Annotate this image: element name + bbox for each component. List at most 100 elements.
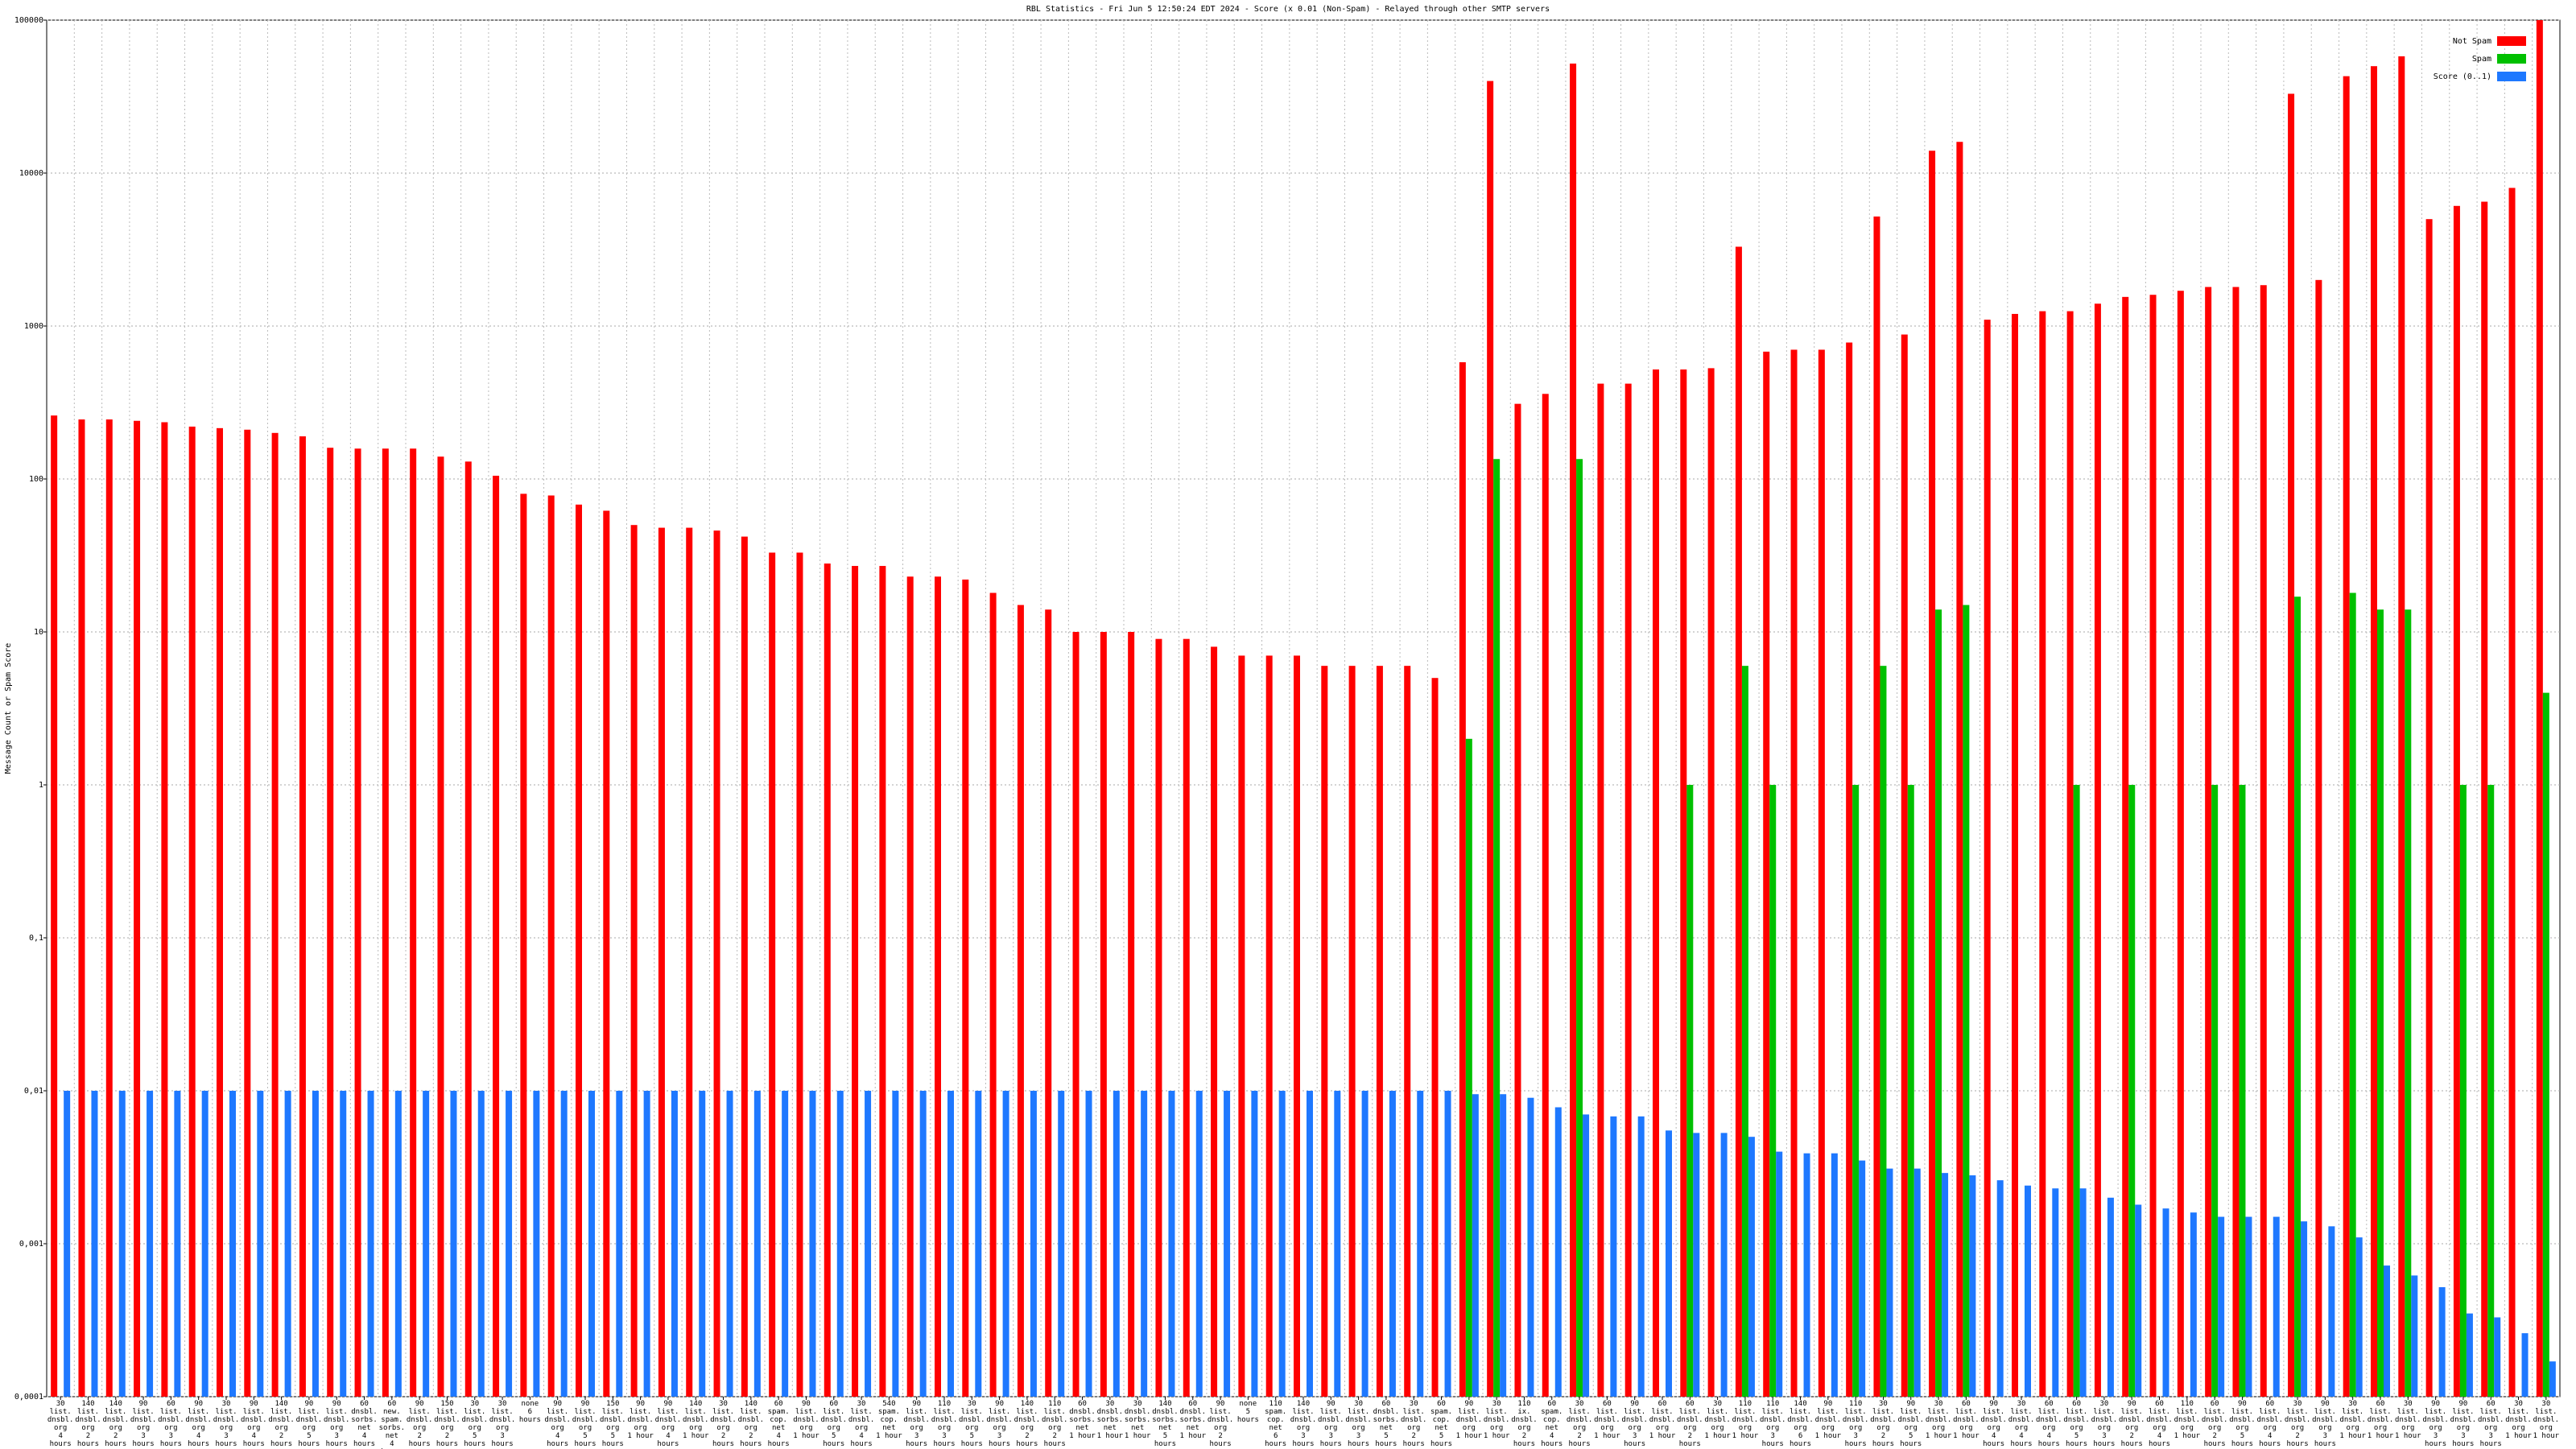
bar — [1155, 638, 1162, 1397]
x-tick-label: 90 list. dnsbl. org 4 hours — [544, 1400, 571, 1448]
bar — [2122, 296, 2129, 1397]
bar — [1624, 383, 1632, 1397]
bar — [477, 1091, 485, 1397]
x-tick-label: 90 list. dnsbl. org 1 hour — [1455, 1400, 1483, 1440]
bar — [1431, 678, 1439, 1397]
bar — [464, 461, 472, 1397]
bar — [1058, 1091, 1065, 1397]
y-axis-label: Message Count or Spam Score — [4, 643, 13, 774]
x-tick-label: 90 list. dnsbl. org 1 hour — [1814, 1400, 1842, 1440]
bar — [713, 530, 720, 1397]
bar — [1597, 383, 1604, 1397]
bar — [1769, 785, 1777, 1397]
bar — [947, 1091, 954, 1397]
bar — [1666, 1130, 1672, 1397]
bar — [2466, 1313, 2473, 1397]
x-tick-label: 60 list. dnsbl. org 2 hours — [2201, 1400, 2228, 1448]
bar — [1790, 349, 1798, 1397]
bar — [1901, 334, 1908, 1397]
bar — [229, 1091, 236, 1397]
x-tick-label: 110 list. dnsbl. org 1 hour — [1732, 1400, 1759, 1440]
x-tick-label: 30 list. dnsbl. org 3 hours — [489, 1400, 516, 1448]
bar — [2349, 592, 2356, 1397]
y-tick-label: 1 — [39, 781, 43, 790]
bar — [1472, 1094, 1479, 1397]
bar — [1030, 1091, 1037, 1397]
bar — [2536, 20, 2543, 1397]
bar — [1852, 785, 1860, 1397]
x-tick-label: 60 dnsbl. sorbs. net 1 hour — [1179, 1400, 1207, 1440]
bar — [2411, 1275, 2418, 1397]
x-tick-label: 30 list. dnsbl. org 1 hour — [1704, 1400, 1731, 1440]
bar — [1128, 632, 1135, 1397]
x-tick-label: 60 list. dnsbl. org 4 hours — [2256, 1400, 2284, 1448]
legend-swatch — [2497, 36, 2526, 46]
bar — [1141, 1091, 1148, 1397]
bar — [1803, 1153, 1810, 1397]
bar — [1859, 1160, 1866, 1397]
y-tick-label: 0,01 — [24, 1087, 43, 1096]
bar — [2425, 219, 2433, 1397]
x-tick-label: 60 list. dnsbl. org 4 hours — [2036, 1400, 2062, 1448]
bar — [2494, 1317, 2501, 1397]
y-tick-label: 10000 — [19, 169, 43, 178]
bar — [824, 564, 831, 1397]
bar — [1707, 368, 1715, 1397]
bar — [1873, 216, 1880, 1397]
bar — [2508, 188, 2516, 1397]
bar — [1720, 1133, 1728, 1397]
bar — [2039, 311, 2046, 1397]
bar — [1542, 394, 1549, 1397]
bar — [1831, 1153, 1838, 1397]
bar — [78, 419, 85, 1397]
bar — [1417, 1091, 1424, 1397]
bar — [2025, 1185, 2031, 1397]
bar — [1017, 605, 1024, 1397]
x-tick-label: 110 spam. cop. net 6 hours — [1265, 1400, 1287, 1448]
bar — [201, 1091, 208, 1397]
bar — [865, 1091, 872, 1397]
x-tick-label: 30 list. dnsbl. org 3 hours — [2091, 1400, 2118, 1448]
bar — [2487, 785, 2495, 1397]
bar — [658, 527, 665, 1397]
bar — [1085, 1091, 1092, 1397]
bar — [1404, 666, 1411, 1397]
bar — [2135, 1204, 2142, 1397]
x-tick-label: 90 list. dnsbl. org 3 hours — [903, 1400, 930, 1448]
x-tick-label: 90 list. dnsbl. org 5 hours — [1897, 1400, 1925, 1448]
bar — [1348, 666, 1356, 1397]
x-tick-label: 140 list. dnsbl. org 2 hours — [1013, 1400, 1041, 1448]
bar — [1238, 655, 1245, 1397]
bar — [64, 1091, 71, 1397]
x-tick-label: 60 list. dnsbl. org 4 hours — [2146, 1400, 2173, 1448]
bar — [989, 592, 997, 1397]
x-tick-label: 30 list. dnsbl. org 2 hours — [2284, 1400, 2311, 1448]
bar — [2377, 609, 2384, 1397]
x-tick-label: 60 spam. cop. net 4 hours — [1541, 1400, 1563, 1448]
bar — [1251, 1091, 1258, 1397]
x-tick-label: 60 dnsbl. sorbs. net 5 hours — [1373, 1400, 1400, 1448]
bar — [188, 426, 196, 1397]
bar — [2288, 93, 2295, 1397]
x-tick-label: 90 list. dnsbl. org 3 hours — [2422, 1400, 2449, 1448]
bar — [603, 510, 610, 1397]
bar — [753, 1091, 761, 1397]
bar — [2521, 1333, 2529, 1397]
bar — [2066, 311, 2074, 1397]
bar — [1514, 403, 1521, 1397]
legend-swatch — [2497, 72, 2526, 81]
x-tick-label: 110 list. dnsbl. org 3 hours — [1759, 1400, 1786, 1448]
y-tick-label: 0,001 — [19, 1240, 43, 1249]
bar — [1459, 361, 1466, 1397]
bar — [782, 1091, 789, 1397]
x-tick-label: 90 list. dnsbl. org 4 hours — [185, 1400, 212, 1448]
x-tick-label: 90 list. dnsbl. org 1 hour — [793, 1400, 819, 1440]
bar — [1763, 351, 1770, 1397]
bar — [147, 1091, 154, 1397]
bar — [1500, 1094, 1507, 1397]
bar — [1307, 1091, 1313, 1397]
bar — [1583, 1114, 1590, 1397]
bar — [2371, 66, 2377, 1397]
bar — [1693, 1133, 1700, 1397]
